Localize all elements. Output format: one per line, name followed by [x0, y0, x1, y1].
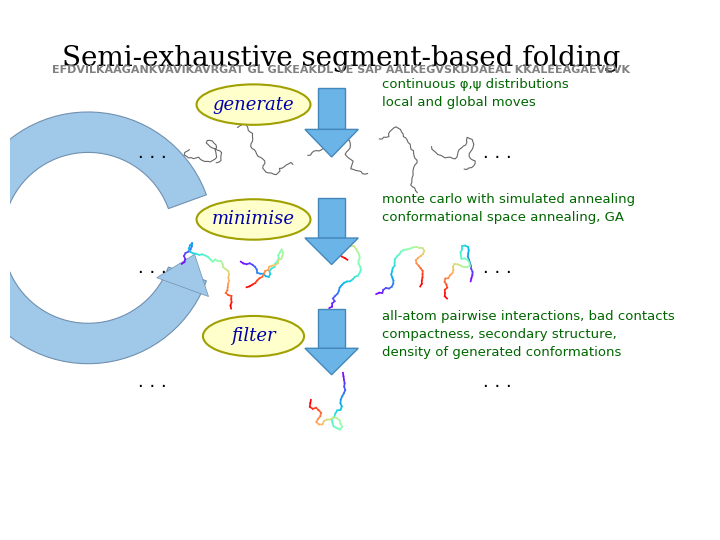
FancyBboxPatch shape	[318, 88, 346, 130]
Text: . . .: . . .	[138, 373, 167, 391]
Polygon shape	[0, 112, 207, 364]
Text: . . .: . . .	[482, 373, 511, 391]
Polygon shape	[305, 348, 359, 375]
FancyBboxPatch shape	[318, 308, 346, 348]
Text: . . .: . . .	[138, 144, 167, 163]
Text: filter: filter	[231, 327, 276, 345]
Text: all-atom pairwise interactions, bad contacts
compactness, secondary structure,
d: all-atom pairwise interactions, bad cont…	[382, 310, 675, 359]
Text: monte carlo with simulated annealing
conformational space annealing, GA: monte carlo with simulated annealing con…	[382, 193, 635, 224]
Text: Semi-exhaustive segment-based folding: Semi-exhaustive segment-based folding	[62, 45, 620, 72]
Text: minimise: minimise	[212, 211, 295, 228]
Polygon shape	[305, 238, 359, 265]
Text: continuous φ,ψ distributions
local and global moves: continuous φ,ψ distributions local and g…	[382, 78, 569, 109]
Text: . . .: . . .	[138, 259, 167, 277]
Ellipse shape	[197, 84, 310, 125]
Polygon shape	[305, 130, 359, 157]
Text: generate: generate	[212, 96, 294, 113]
Ellipse shape	[197, 199, 310, 240]
Text: EFDVILKAAGANKVAVIKAVRGAT GL GLKEAKDL VE SAP AALKEGVSKDDAEAL KKALEEAGAEVEVK: EFDVILKAAGANKVAVIKAVRGAT GL GLKEAKDL VE …	[52, 65, 630, 75]
FancyBboxPatch shape	[318, 198, 346, 238]
Polygon shape	[157, 254, 209, 296]
Text: . . .: . . .	[482, 259, 511, 277]
Text: . . .: . . .	[482, 144, 511, 163]
Ellipse shape	[203, 316, 304, 356]
